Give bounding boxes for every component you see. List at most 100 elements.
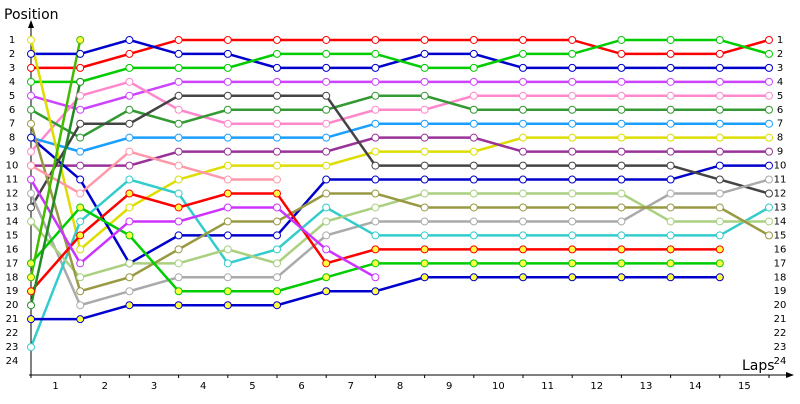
position-marker [174, 231, 183, 240]
series-line [29, 39, 769, 252]
x-axis-label: Laps [742, 358, 775, 374]
series-line [30, 150, 277, 196]
position-marker [765, 133, 773, 142]
position-marker [519, 49, 527, 58]
position-marker [765, 119, 773, 128]
y-tick-label-right: 14 [774, 216, 787, 227]
x-tick-label: 3 [151, 381, 157, 392]
position-marker [420, 147, 429, 156]
position-marker [568, 63, 577, 72]
position-marker [27, 91, 35, 100]
position-marker [371, 161, 380, 170]
position-marker [568, 35, 577, 44]
position-marker [125, 77, 134, 86]
position-marker [223, 91, 232, 100]
position-marker [322, 63, 331, 72]
position-marker [125, 273, 134, 282]
position-marker [568, 77, 577, 86]
position-marker [371, 217, 380, 226]
position-marker [765, 77, 773, 86]
position-marker [125, 203, 134, 212]
position-marker [371, 231, 380, 240]
position-marker [125, 175, 134, 184]
position-marker [371, 49, 380, 58]
position-marker [76, 119, 85, 128]
position-marker [469, 133, 478, 142]
position-marker [617, 273, 626, 282]
position-marker [322, 287, 331, 296]
series-line [29, 39, 82, 278]
position-marker [715, 259, 724, 268]
y-tick-label: 23 [6, 342, 19, 353]
y-tick-label: 4 [9, 77, 15, 88]
position-marker [322, 119, 331, 128]
position-marker [76, 35, 85, 44]
position-marker [469, 231, 478, 240]
position-marker [371, 259, 380, 268]
position-marker [27, 203, 35, 212]
position-marker [125, 35, 134, 44]
position-marker [420, 175, 429, 184]
y-tick-label-right: 11 [774, 175, 787, 186]
position-marker [76, 301, 85, 310]
position-marker [469, 35, 478, 44]
position-marker [765, 231, 773, 240]
position-marker [519, 189, 527, 198]
position-marker [519, 63, 527, 72]
position-marker [519, 77, 527, 86]
position-marker [617, 175, 626, 184]
position-marker [27, 259, 35, 268]
y-tick-label: 13 [6, 202, 19, 213]
position-marker [27, 217, 35, 226]
position-marker [223, 175, 232, 184]
position-marker [273, 133, 281, 142]
position-marker [469, 63, 478, 72]
position-marker [666, 273, 675, 282]
y-tick-label-right: 20 [774, 300, 787, 311]
position-marker [371, 77, 380, 86]
position-marker [273, 245, 281, 254]
series-line [29, 81, 82, 306]
position-marker [715, 147, 724, 156]
position-marker [568, 217, 577, 226]
position-marker [617, 259, 626, 268]
position-marker [666, 189, 675, 198]
position-marker [666, 217, 675, 226]
y-tick-label-right: 3 [777, 63, 783, 74]
position-marker [76, 315, 85, 324]
axis-arrow [28, 20, 34, 28]
position-marker [371, 91, 380, 100]
position-marker [76, 203, 85, 212]
position-marker [174, 301, 183, 310]
x-tick-label: 2 [102, 381, 108, 392]
position-marker [469, 259, 478, 268]
position-marker [765, 189, 773, 198]
position-marker [273, 105, 281, 114]
position-marker [617, 217, 626, 226]
position-marker [420, 105, 429, 114]
position-marker [27, 49, 35, 58]
position-marker [469, 203, 478, 212]
position-marker [174, 203, 183, 212]
y-tick-label: 7 [9, 119, 15, 130]
position-marker [76, 273, 85, 282]
position-marker [519, 245, 527, 254]
position-marker [174, 175, 183, 184]
y-tick-label-right: 10 [774, 161, 787, 172]
position-marker [223, 203, 232, 212]
position-marker [765, 91, 773, 100]
position-marker [27, 161, 35, 170]
position-marker [322, 217, 331, 226]
y-tick-label: 20 [6, 300, 19, 311]
series-line [30, 94, 769, 140]
position-marker [715, 133, 724, 142]
position-marker [715, 161, 724, 170]
position-marker [666, 161, 675, 170]
position-marker [76, 147, 85, 156]
position-marker [27, 105, 35, 114]
y-tick-label-right: 8 [777, 133, 783, 144]
axis-arrow [786, 372, 794, 378]
position-marker [371, 119, 380, 128]
position-marker [666, 77, 675, 86]
